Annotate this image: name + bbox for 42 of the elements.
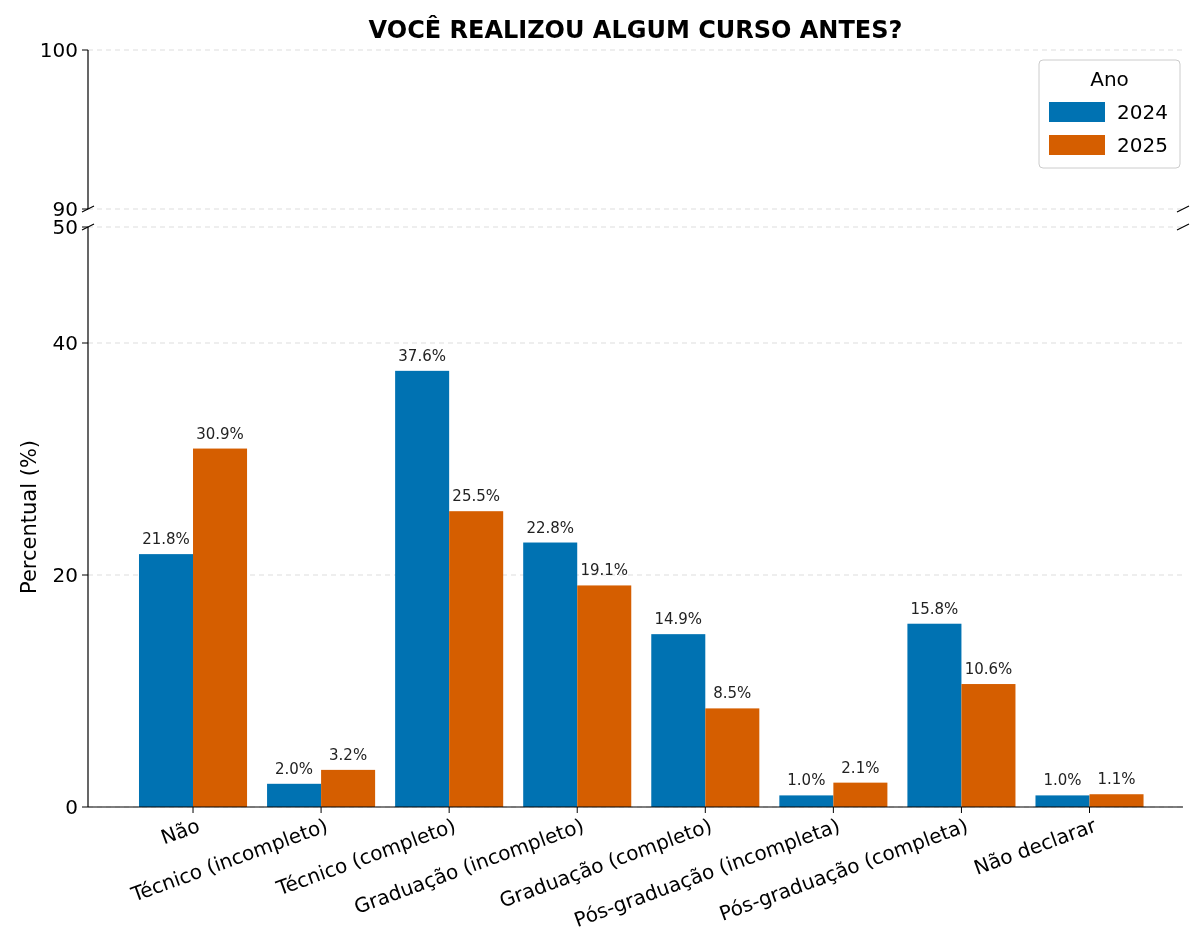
- bar: [651, 634, 706, 807]
- data-label: 8.5%: [713, 684, 752, 703]
- legend-title: Ano: [1090, 67, 1129, 91]
- bar: [907, 623, 962, 807]
- bar: [961, 684, 1016, 807]
- y-axis-title: Percentual (%): [17, 439, 41, 595]
- bar: [395, 370, 450, 807]
- bar: [449, 511, 504, 807]
- y-tick-label: 0: [65, 795, 78, 819]
- y-tick-label: 20: [52, 563, 78, 587]
- data-label: 1.0%: [787, 771, 826, 790]
- data-label: 15.8%: [910, 599, 959, 618]
- x-tick-label: Não: [157, 813, 203, 850]
- legend-label: 2024: [1117, 100, 1168, 124]
- data-label: 30.9%: [196, 424, 244, 443]
- data-label: 21.8%: [142, 530, 190, 549]
- chart-title: VOCÊ REALIZOU ALGUM CURSO ANTES?: [368, 15, 903, 44]
- bar: [138, 554, 194, 807]
- legend-label: 2025: [1117, 133, 1168, 157]
- data-label: 2.0%: [275, 759, 314, 778]
- bar: [1089, 794, 1144, 807]
- data-label: 14.9%: [654, 610, 703, 629]
- data-label: 3.2%: [329, 745, 368, 764]
- data-label: 22.8%: [526, 518, 575, 537]
- bar: [267, 783, 322, 807]
- data-label: 37.6%: [398, 346, 446, 365]
- bar: [779, 795, 834, 807]
- bar: [193, 448, 248, 807]
- data-label: 1.1%: [1097, 770, 1136, 789]
- data-label: 25.5%: [452, 487, 500, 506]
- data-label: 19.1%: [580, 561, 629, 580]
- data-label: 1.0%: [1043, 771, 1082, 790]
- bar: [705, 708, 760, 807]
- bar: [833, 782, 888, 807]
- bar: [523, 542, 578, 807]
- data-label: 2.1%: [841, 758, 880, 777]
- bar: [577, 585, 632, 807]
- data-label: 10.6%: [964, 660, 1013, 679]
- bar: [1035, 795, 1090, 807]
- bar: [321, 769, 376, 807]
- y-tick-label: 40: [52, 331, 78, 355]
- y-tick-label: 100: [39, 38, 78, 62]
